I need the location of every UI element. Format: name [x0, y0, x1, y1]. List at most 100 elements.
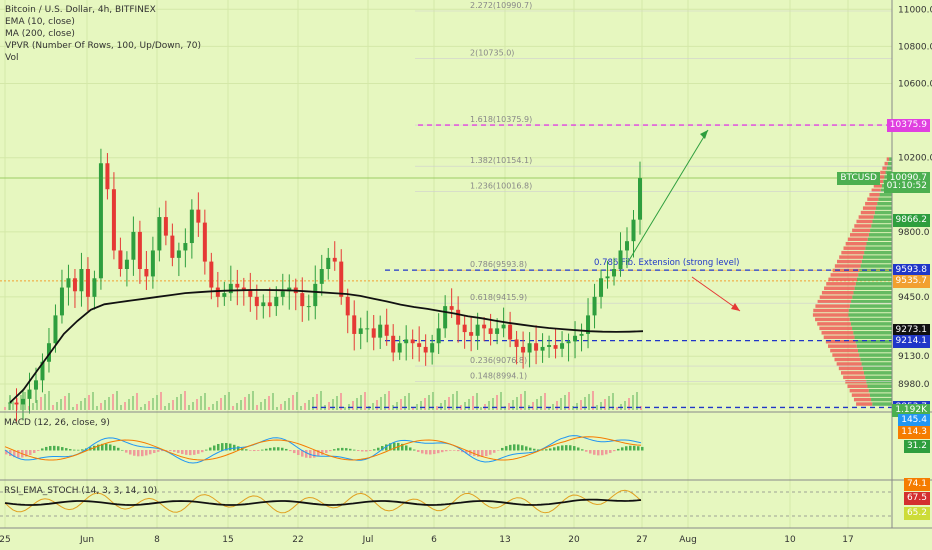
- macd-label: MACD (12, 26, close, 9): [4, 418, 110, 428]
- volume-bar: [224, 395, 226, 410]
- y-tick-label: 11000.0: [898, 5, 932, 15]
- candle-body: [124, 259, 129, 270]
- legend-vpvr: VPVR (Number Of Rows, 100, Up/Down, 70): [5, 41, 202, 51]
- volume-bar: [476, 393, 478, 410]
- candle-body: [514, 339, 519, 347]
- vpvr-down: [845, 242, 867, 246]
- volume-bar: [76, 404, 78, 410]
- macd-hist-bar: [513, 444, 516, 451]
- macd-hist-bar: [181, 450, 184, 455]
- volume-bar: [216, 401, 218, 410]
- macd-hist-bar: [165, 450, 168, 451]
- volume-bar: [624, 401, 626, 410]
- volume-bar: [80, 401, 82, 410]
- symbol-badge: BTCUSD: [837, 171, 880, 185]
- macd-hist-bar: [65, 448, 68, 451]
- candle-body: [98, 163, 103, 279]
- volume-bar: [88, 395, 90, 410]
- macd-hist-bar: [253, 450, 256, 452]
- vpvr-up: [889, 157, 892, 161]
- volume-bar: [352, 401, 354, 410]
- macd-hist-bar: [277, 447, 280, 451]
- volume-bar: [404, 396, 406, 410]
- y-tick-label: 9130.0: [898, 352, 930, 362]
- vpvr-down: [830, 273, 859, 277]
- vpvr-down: [824, 286, 855, 291]
- vpvr-down: [853, 397, 872, 402]
- price-badge: 10375.9: [886, 119, 930, 133]
- macd-hist-bar: [97, 444, 100, 451]
- macd-hist-bar: [161, 450, 164, 452]
- candle-body: [599, 278, 604, 297]
- candle-body: [176, 250, 181, 258]
- candle-body: [482, 324, 487, 329]
- legend-vol: Vol: [5, 53, 19, 63]
- volume-bar: [120, 405, 122, 410]
- volume-bar: [568, 392, 570, 410]
- volume-bar: [360, 395, 362, 410]
- macd-hist-bar: [329, 450, 332, 452]
- volume-bar: [204, 393, 206, 410]
- candle-body: [592, 296, 597, 316]
- vpvr-down: [884, 161, 888, 166]
- projection-arrow-down: [691, 276, 741, 312]
- volume-bar: [412, 407, 414, 410]
- volume-bar: [364, 392, 366, 410]
- candle-body: [300, 293, 305, 307]
- rsi-pane: [0, 489, 892, 517]
- macd-hist-bar: [225, 442, 228, 451]
- candle-body: [534, 343, 539, 351]
- x-tick-label: 25: [0, 535, 11, 545]
- candle-body: [222, 293, 227, 297]
- candle-body: [404, 339, 409, 344]
- macd-hist-bar: [209, 447, 212, 451]
- volume-bar: [12, 401, 14, 410]
- vpvr-up: [860, 357, 892, 362]
- candle-body: [274, 296, 279, 307]
- candle-body: [449, 306, 454, 310]
- macd-hist-bar: [481, 450, 484, 457]
- volume-bar: [544, 393, 546, 410]
- vpvr-up: [862, 366, 892, 371]
- vpvr-up: [871, 397, 892, 402]
- volume-bar: [36, 400, 38, 410]
- vpvr-up: [871, 224, 892, 228]
- macd-hist-bar: [5, 450, 8, 455]
- macd-hist-bar: [369, 450, 372, 451]
- candle-body: [72, 278, 77, 292]
- vpvr-up: [848, 308, 892, 313]
- vpvr-down: [858, 215, 874, 219]
- volume-bar: [248, 394, 250, 410]
- volume-bar: [40, 397, 42, 410]
- volume-bar: [200, 396, 202, 410]
- x-tick-label: 13: [499, 535, 510, 545]
- macd-hist-bar: [521, 445, 524, 451]
- candle-body: [183, 243, 188, 251]
- macd-hist-bar: [109, 444, 112, 451]
- stoch-line: [4, 489, 642, 514]
- macd-hist-bar: [485, 450, 488, 457]
- volume-profile: [812, 157, 892, 406]
- vpvr-up: [872, 402, 892, 406]
- candle-body: [443, 306, 448, 329]
- vpvr-down: [882, 166, 887, 170]
- volume-bar: [340, 393, 342, 410]
- vpvr-up: [854, 335, 892, 340]
- candle-body: [579, 333, 584, 336]
- macd-hist-bar: [9, 450, 12, 456]
- vpvr-up: [870, 228, 892, 233]
- macd-hist-bar: [577, 447, 580, 451]
- vpvr-down: [819, 326, 853, 331]
- volume-bar: [560, 398, 562, 410]
- vpvr-down: [817, 299, 852, 304]
- macd-hist-bar: [229, 443, 232, 451]
- y-tick-label: 9450.0: [898, 293, 930, 303]
- candle-body: [144, 269, 149, 277]
- candle-body: [111, 189, 116, 251]
- candle-body: [462, 324, 467, 333]
- candle-body: [287, 287, 292, 292]
- macd-hist-bar: [569, 445, 572, 451]
- volume-bar: [488, 401, 490, 410]
- macd-hist-bar: [501, 447, 504, 451]
